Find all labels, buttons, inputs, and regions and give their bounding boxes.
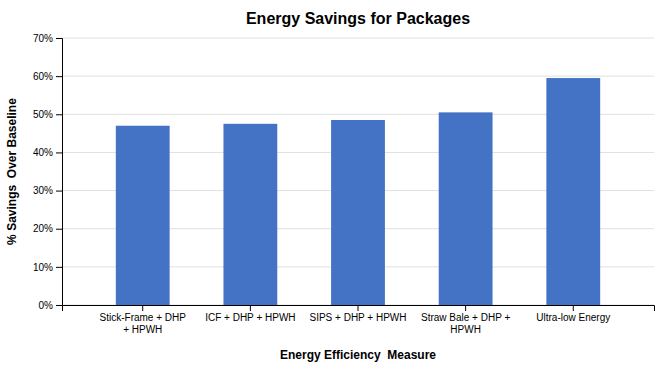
y-tick: 40% — [33, 147, 62, 158]
y-tick-mark — [56, 152, 62, 153]
y-tick-label: 10% — [33, 262, 53, 273]
x-tick-mark — [573, 305, 574, 311]
y-tick-label: 70% — [33, 33, 53, 44]
y-tick-label: 20% — [33, 223, 53, 234]
grid — [62, 38, 654, 305]
x-tick-mark — [465, 305, 466, 311]
y-tick-mark — [56, 229, 62, 230]
x-axis: Stick-Frame + DHP+ HPWH ICF + DHP + HPWH S… — [63, 305, 655, 335]
y-tick: 50% — [33, 109, 62, 120]
x-tick-label: SIPS + DHP + HPWH — [309, 312, 406, 323]
y-tick-label: 50% — [33, 109, 53, 120]
title: Energy Savings for Packages — [246, 10, 470, 27]
grid-line — [62, 76, 654, 77]
bar — [439, 112, 493, 305]
chart: 0% 10% 20% 30% 40% 50% 60% 70% Stick-Frame + DHP… — [0, 0, 670, 369]
y-tick-mark — [56, 114, 62, 115]
bar — [223, 124, 277, 305]
y-tick-label: 30% — [33, 185, 53, 196]
x-tick: SIPS + DHP + HPWH — [309, 305, 406, 323]
y-axis-label: % Savings Over Baseline — [5, 98, 19, 245]
x-tick: Stick-Frame + DHP+ HPWH — [100, 305, 187, 335]
x-tick-mark — [358, 305, 359, 311]
bar — [331, 120, 385, 305]
y-tick: 30% — [33, 185, 62, 196]
y-tick: 70% — [33, 33, 62, 44]
y-tick: 20% — [33, 223, 62, 234]
y-tick-label: 60% — [33, 71, 53, 82]
x-tick: Ultra-low Energy — [536, 305, 610, 323]
y-tick-mark — [56, 38, 62, 39]
x-tick-label: ICF + DHP + HPWH — [205, 312, 295, 323]
x-tick: Straw Bale + DHP +HPWH — [421, 305, 510, 335]
x-axis-label: Energy Efficiency Measure — [280, 348, 436, 362]
x-tick: ICF + DHP + HPWH — [205, 305, 295, 323]
plot: 0% 10% 20% 30% 40% 50% 60% 70% Stick-Frame + DHP… — [33, 33, 655, 335]
y-tick: 10% — [33, 262, 62, 273]
y-tick: 0% — [39, 300, 62, 311]
x-tick-mark — [250, 305, 251, 311]
y-axis: 0% 10% 20% 30% 40% 50% 60% 70% — [33, 33, 63, 311]
x-tick-label: Ultra-low Energy — [536, 312, 610, 323]
x-axis-line — [63, 306, 655, 312]
grid-line — [62, 38, 654, 39]
y-tick-mark — [56, 267, 62, 268]
x-tick-label: Straw Bale + DHP +HPWH — [421, 312, 510, 335]
y-axis-line — [56, 39, 63, 306]
bar — [546, 78, 600, 305]
y-tick-mark — [56, 76, 62, 77]
y-tick-label: 0% — [39, 300, 54, 311]
y-tick-label: 40% — [33, 147, 53, 158]
bars — [116, 78, 600, 305]
y-tick: 60% — [33, 71, 62, 82]
y-tick-mark — [56, 191, 62, 192]
x-tick-label: Stick-Frame + DHP+ HPWH — [100, 312, 187, 335]
bar — [116, 126, 170, 305]
x-tick-mark — [142, 305, 143, 311]
y-tick-mark — [56, 305, 62, 306]
